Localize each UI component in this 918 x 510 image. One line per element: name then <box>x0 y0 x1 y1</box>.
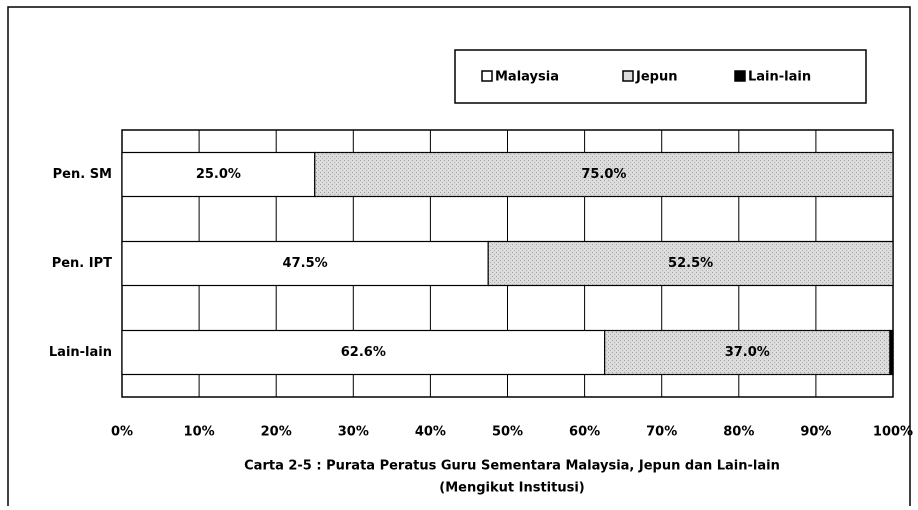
value-label: 37.0% <box>725 345 770 360</box>
y-tick-label: Pen. IPT <box>52 256 112 271</box>
legend-label: Lain-lain <box>748 70 811 85</box>
value-label: 62.6% <box>341 345 386 360</box>
x-tick-label: 60% <box>569 425 600 440</box>
bar-segment <box>121 151 316 198</box>
bar-segment <box>121 329 606 376</box>
chart-title: Carta 2-5 : Purata Peratus Guru Sementar… <box>244 459 780 474</box>
value-label: 52.5% <box>668 256 713 271</box>
x-tick-label: 20% <box>261 425 292 440</box>
value-label: 75.0% <box>581 167 626 182</box>
bar-texture <box>604 330 890 375</box>
value-label: 25.0% <box>196 167 241 182</box>
legend-label: Jepun <box>635 70 677 85</box>
x-tick-label: 30% <box>338 425 369 440</box>
chart-subtitle: (Mengikut Institusi) <box>439 481 584 496</box>
x-tick-label: 90% <box>800 425 831 440</box>
legend-label: Malaysia <box>495 70 559 85</box>
x-tick-label: 70% <box>646 425 677 440</box>
legend-key <box>734 70 746 82</box>
bar-texture <box>314 152 893 197</box>
x-tick-label: 0% <box>111 425 133 440</box>
x-tick-label: 50% <box>492 425 523 440</box>
legend-box <box>454 49 867 104</box>
legend-key <box>481 70 493 82</box>
y-tick-label: Pen. SM <box>53 167 112 182</box>
chart-frame <box>7 6 911 510</box>
x-tick-label: 100% <box>873 425 913 440</box>
x-tick-label: 10% <box>184 425 215 440</box>
bar-segment <box>889 329 894 376</box>
bar-segment <box>121 240 489 287</box>
y-tick-label: Lain-lain <box>49 345 112 360</box>
x-tick-label: 80% <box>723 425 754 440</box>
x-tick-label: 40% <box>415 425 446 440</box>
value-label: 47.5% <box>283 256 328 271</box>
legend-key <box>622 70 634 82</box>
bar-texture <box>488 241 893 286</box>
